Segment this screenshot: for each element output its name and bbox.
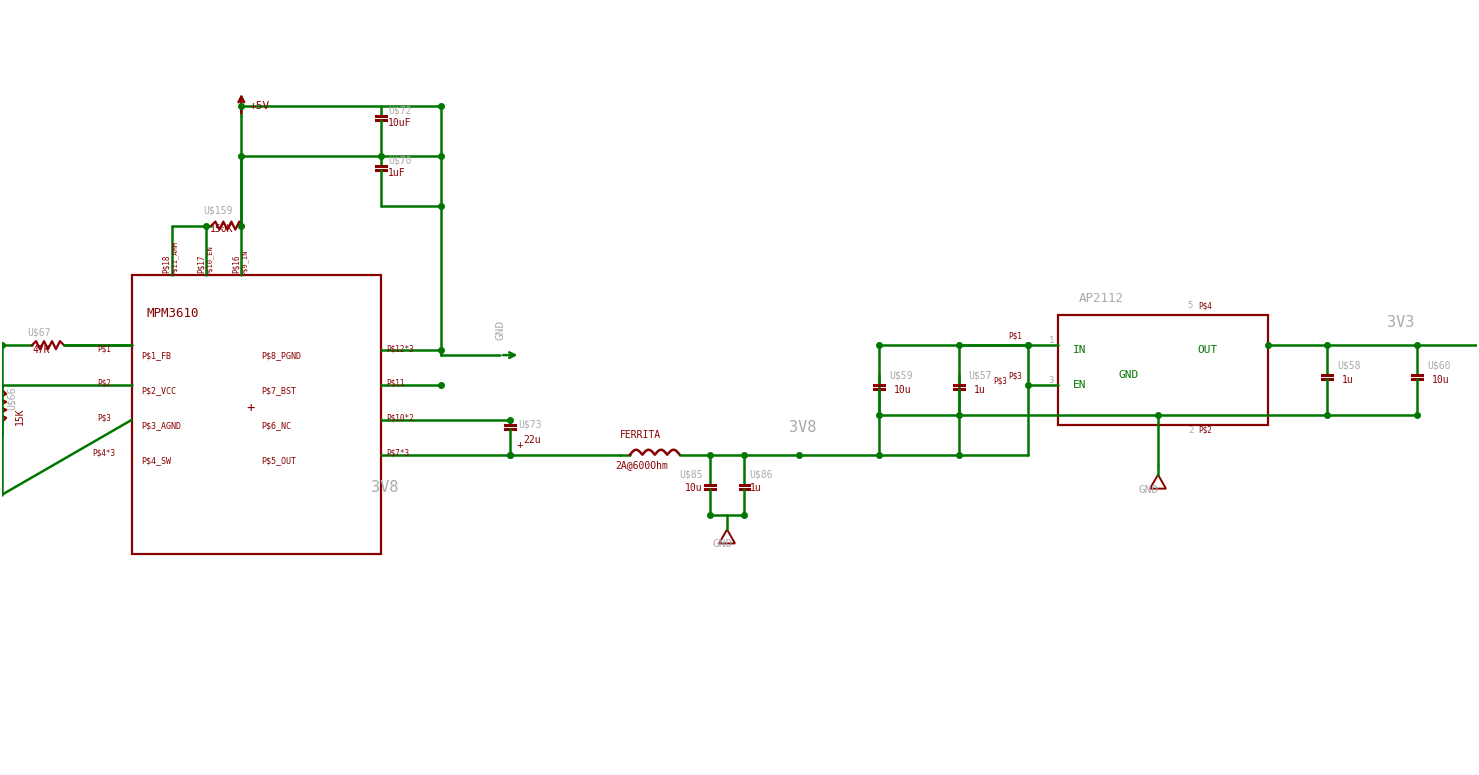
Text: 3V3: 3V3 [1387,315,1414,330]
Text: P$5_OUT: P$5_OUT [262,456,296,465]
Text: U$60: U$60 [1427,360,1451,370]
Text: GND: GND [495,320,506,340]
Text: P$3: P$3 [1009,371,1022,380]
Text: 2: 2 [1188,425,1194,435]
Text: +5V: +5V [250,101,269,111]
Text: 5: 5 [1188,301,1194,310]
Text: P$7_BST: P$7_BST [262,386,296,395]
Text: U$85: U$85 [680,470,703,480]
Text: OUT: OUT [1198,345,1219,355]
Text: P$1_FB: P$1_FB [142,351,172,360]
Text: P$7*3: P$7*3 [386,449,408,458]
Text: P$2: P$2 [96,379,111,388]
Text: 1: 1 [1049,336,1053,345]
Text: U$159: U$159 [204,205,232,215]
Text: P$8_PGND: P$8_PGND [262,351,302,360]
Text: P$1: P$1 [1009,331,1022,340]
Text: P$1: P$1 [96,344,111,353]
Text: P$2_VCC: P$2_VCC [142,386,176,395]
Text: AP2112: AP2112 [1078,292,1123,305]
Text: 47K: 47K [33,345,50,355]
Text: +: + [516,439,524,449]
Text: P$9_IN: P$9_IN [241,250,248,275]
Text: P$11: P$11 [386,379,404,388]
Text: 1u: 1u [973,385,985,395]
Bar [132,275,380,554]
Bar [1059,315,1268,425]
Text: U$72: U$72 [387,106,411,116]
Text: P$4: P$4 [1198,301,1211,310]
Text: P$4_SW: P$4_SW [142,456,172,465]
Text: U$67: U$67 [27,327,50,337]
Text: P$10_EN: P$10_EN [207,246,213,275]
Text: 3: 3 [1049,376,1053,385]
Text: P$12*3: P$12*3 [386,344,414,353]
Text: 22u: 22u [524,435,541,445]
Text: 3V8: 3V8 [790,420,816,435]
Text: 3V8: 3V8 [371,480,398,494]
Text: P$16: P$16 [231,255,240,274]
Text: IN: IN [1074,345,1087,355]
Text: P$2: P$2 [1198,425,1211,435]
Text: U$66: U$66 [7,387,18,410]
Text: MPM3610: MPM3610 [146,307,200,320]
Text: 10u: 10u [893,385,911,395]
Text: GND: GND [1137,484,1158,494]
Text: FERRITA: FERRITA [620,430,661,439]
Text: U$70: U$70 [387,156,411,166]
Text: P$4*3: P$4*3 [92,449,115,458]
Text: 10uF: 10uF [387,118,411,128]
Text: U$59: U$59 [889,370,913,380]
Text: 15K: 15K [15,407,25,425]
Text: 10u: 10u [685,483,703,493]
Text: GND: GND [711,539,732,549]
Text: 2A@600Ohm: 2A@600Ohm [615,460,669,470]
Text: P$10*2: P$10*2 [386,414,414,423]
Text: U$86: U$86 [750,470,774,480]
Text: P$6_NC: P$6_NC [262,421,291,430]
Text: P$3: P$3 [96,414,111,423]
Text: P$11_AMM: P$11_AMM [172,241,177,275]
Text: 1uF: 1uF [387,167,405,177]
Text: +: + [247,401,254,415]
Text: GND: GND [1118,370,1139,380]
Text: P$3: P$3 [994,376,1007,385]
Text: U$57: U$57 [969,370,992,380]
Text: 1u: 1u [1343,375,1355,385]
Text: U$73: U$73 [518,420,541,430]
Text: 150K: 150K [210,223,232,233]
Text: 10u: 10u [1432,375,1449,385]
Text: 1u: 1u [750,483,762,493]
Text: U$58: U$58 [1337,360,1361,370]
Text: P$3_AGND: P$3_AGND [142,421,182,430]
Text: P$18: P$18 [161,255,170,274]
Text: EN: EN [1074,380,1087,390]
Text: P$17: P$17 [197,255,206,274]
